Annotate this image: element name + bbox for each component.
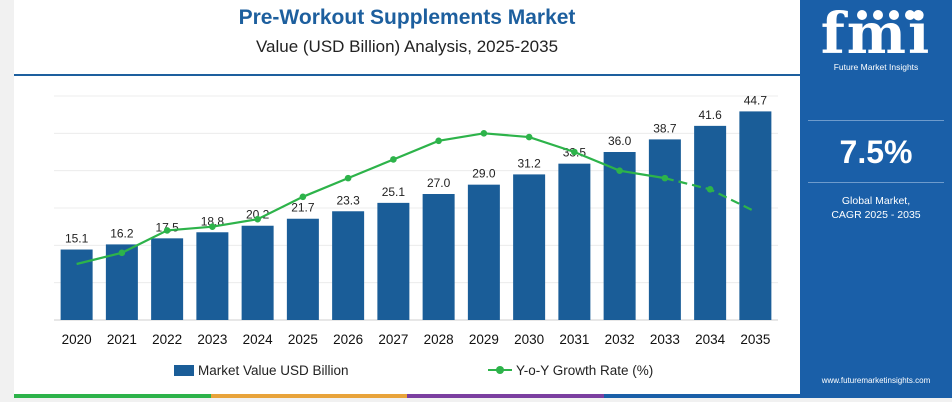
x-tick-2022: 2022: [152, 332, 182, 347]
bar-2025: [286, 218, 319, 320]
bar-value-label-2030: 31.2: [517, 156, 541, 170]
bar-value-label-2024: 20.2: [246, 208, 270, 222]
x-tick-2020: 2020: [62, 332, 92, 347]
growth-point-2033: [661, 174, 669, 182]
x-tick-2025: 2025: [288, 332, 318, 347]
legend-label-growth-rate: Y-o-Y Growth Rate (%): [516, 362, 654, 378]
bar-2033: [648, 139, 681, 320]
bar-2028: [422, 194, 455, 320]
bar-2023: [196, 232, 229, 320]
bar-value-label-2020: 15.1: [65, 232, 89, 246]
growth-point-2034: [706, 186, 714, 193]
growth-point-2032: [616, 167, 623, 174]
bar-2032: [603, 152, 636, 320]
bar-value-label-2027: 25.1: [382, 185, 406, 199]
growth-point-2024: [254, 215, 261, 223]
bar-value-label-2032: 36.0: [608, 134, 632, 148]
cagr-value: 7.5%: [839, 134, 913, 170]
logo-subtitle: Future Market Insights: [833, 62, 919, 72]
cagr-label-line1: Global Market,: [841, 195, 911, 207]
x-tick-2032: 2032: [605, 332, 635, 347]
growth-point-2025: [299, 193, 307, 201]
bar-2030: [513, 174, 546, 320]
growth-point-2027: [390, 156, 397, 163]
x-tick-2031: 2031: [559, 332, 589, 347]
x-tick-2021: 2021: [107, 332, 137, 347]
growth-point-2028: [435, 137, 442, 145]
bar-2034: [694, 125, 727, 320]
legend-bar-swatch: [174, 364, 194, 376]
bar-series: [60, 111, 772, 321]
growth-point-2030: [525, 133, 533, 141]
x-tick-2030: 2030: [514, 332, 544, 347]
bar-value-label-2021: 16.2: [110, 226, 134, 240]
growth-point-2031: [571, 148, 578, 156]
x-tick-2033: 2033: [650, 332, 680, 347]
bar-value-label-2028: 27.0: [427, 176, 451, 190]
bottom-color-stripe: [14, 394, 800, 398]
side-divider-middle: [808, 182, 944, 183]
bar-2029: [467, 184, 500, 320]
growth-line-solid: [76, 132, 666, 266]
x-tick-2034: 2034: [695, 332, 726, 347]
x-tick-2024: 2024: [243, 332, 274, 347]
bar-2027: [377, 202, 410, 320]
x-tick-2028: 2028: [424, 332, 454, 347]
bar-2031: [558, 163, 591, 320]
x-tick-2029: 2029: [469, 332, 499, 347]
side-panel: fmi Future Market Insights 7.5% Global M…: [800, 0, 952, 398]
legend-item-market-value: Market Value USD Billion: [174, 360, 349, 380]
bar-value-labels: 15.116.217.518.820.221.723.325.127.029.0…: [65, 93, 767, 245]
bar-value-label-2034: 41.6: [698, 108, 722, 122]
bar-value-label-2026: 23.3: [336, 193, 360, 207]
bar-2024: [241, 225, 274, 320]
legend-item-growth-rate: Y-o-Y Growth Rate (%): [488, 360, 653, 380]
cagr-label: Global Market, CAGR 2025 - 2035: [800, 194, 952, 222]
x-tick-labels: 2020 2021 2022 2023 2024 2025 2026 2027 2028 2029…: [62, 332, 771, 347]
growth-point-2029: [480, 130, 488, 137]
growth-point-2022: [163, 227, 171, 234]
chart-plot: 15.116.217.518.820.221.723.325.127.029.0…: [54, 93, 778, 347]
growth-point-2026: [344, 174, 352, 182]
x-tick-2023: 2023: [197, 332, 227, 347]
legend-label-market-value: Market Value USD Billion: [198, 362, 349, 378]
bar-2022: [151, 238, 184, 320]
chart-subtitle: Value (USD Billion) Analysis, 2025-2035: [255, 37, 559, 56]
bar-value-label-2029: 29.0: [472, 167, 496, 181]
growth-point-2023: [209, 223, 216, 230]
bar-value-label-2025: 21.7: [291, 201, 315, 215]
bar-2021: [105, 244, 138, 320]
bar-2035: [739, 111, 772, 321]
x-tick-2026: 2026: [333, 332, 363, 347]
bar-2026: [332, 211, 365, 320]
chart-title: Pre-Workout Supplements Market: [238, 6, 576, 29]
legend-line-swatch: [488, 366, 512, 374]
website-url: www.futuremarketinsights.com: [821, 376, 931, 385]
chart-card: Pre-Workout Supplements Market Value (US…: [14, 0, 800, 398]
growth-point-2021: [118, 249, 126, 257]
x-tick-2027: 2027: [378, 332, 408, 347]
bar-value-label-2033: 38.7: [653, 121, 677, 135]
logo-decoration-icon: [857, 10, 915, 20]
title-divider: [14, 74, 800, 76]
x-tick-2035: 2035: [740, 332, 770, 347]
side-divider-top: [808, 120, 944, 121]
growth-line-series: [76, 130, 756, 266]
bar-value-label-2035: 44.7: [744, 93, 768, 107]
cagr-label-line2: CAGR 2025 - 2035: [831, 209, 921, 221]
